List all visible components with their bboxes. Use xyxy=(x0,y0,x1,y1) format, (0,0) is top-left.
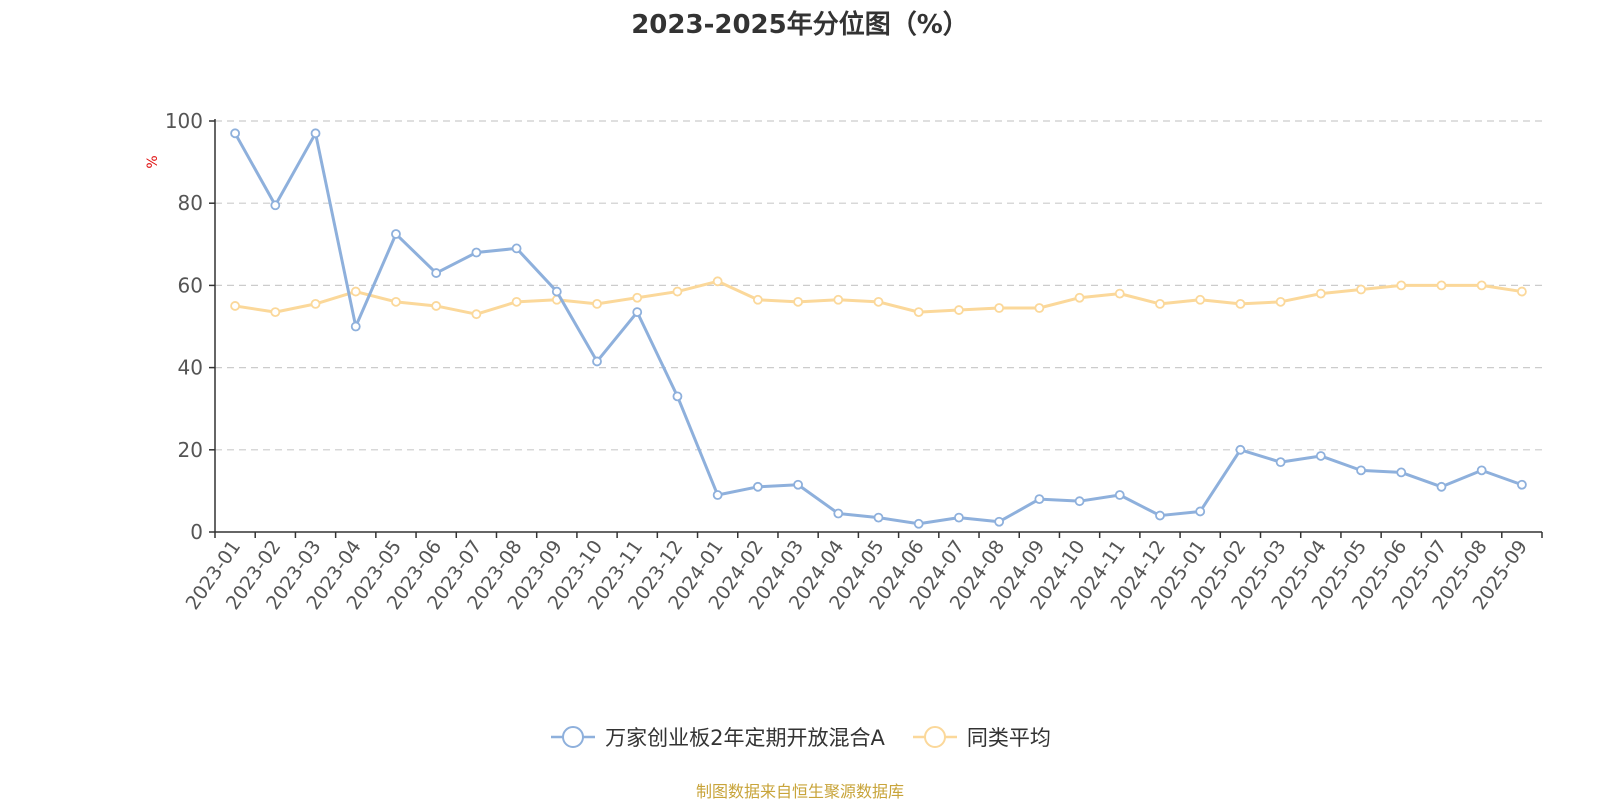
data-point-peer-average-2025-01[interactable] xyxy=(1195,294,1206,305)
data-point-fund-2024-02[interactable] xyxy=(752,481,763,492)
data-point-fund-2023-07[interactable] xyxy=(471,247,482,258)
legend-label-fund: 万家创业板2年定期开放混合A xyxy=(605,726,885,750)
data-point-fund-2024-03[interactable] xyxy=(793,479,803,490)
legend-label-peer-average: 同类平均 xyxy=(966,726,1051,750)
data-point-fund-2025-01[interactable] xyxy=(1195,506,1206,517)
data-point-peer-average-2025-07[interactable] xyxy=(1436,280,1447,291)
data-point-fund-2023-02[interactable] xyxy=(270,200,281,211)
data-point-peer-average-2023-01[interactable] xyxy=(230,301,241,311)
data-point-peer-average-2023-06[interactable] xyxy=(431,301,442,311)
data-point-peer-average-2023-02[interactable] xyxy=(270,307,281,318)
data-point-fund-2024-08[interactable] xyxy=(994,516,1005,527)
data-point-peer-average-2024-03[interactable] xyxy=(793,296,803,307)
data-point-fund-2024-07[interactable] xyxy=(954,512,964,523)
axis-layer: 0204060801002023-012023-022023-032023-04… xyxy=(165,109,1543,614)
data-point-fund-2024-10[interactable] xyxy=(1074,496,1085,507)
data-point-peer-average-2024-06[interactable] xyxy=(913,307,924,318)
legend-marker-fund-icon xyxy=(551,726,596,748)
y-tick-label-100: 100 xyxy=(165,109,203,133)
data-point-fund-2025-08[interactable] xyxy=(1476,465,1487,476)
source-note: 制图数据来自恒生聚源数据库 xyxy=(695,782,904,801)
data-point-fund-2025-05[interactable] xyxy=(1356,465,1366,476)
data-point-fund-2024-04[interactable] xyxy=(833,508,844,519)
data-point-peer-average-2025-03[interactable] xyxy=(1275,296,1286,307)
y-axis-unit-label: % xyxy=(145,155,161,168)
data-point-fund-2023-12[interactable] xyxy=(672,391,683,402)
data-point-fund-2024-12[interactable] xyxy=(1155,510,1165,521)
data-point-peer-average-2025-02[interactable] xyxy=(1235,298,1246,309)
data-point-fund-2025-07[interactable] xyxy=(1436,481,1447,492)
data-point-fund-2024-06[interactable] xyxy=(913,518,924,529)
data-point-peer-average-2025-04[interactable] xyxy=(1315,288,1326,299)
data-point-peer-average-2024-10[interactable] xyxy=(1074,292,1085,303)
data-point-peer-average-2024-07[interactable] xyxy=(954,305,964,315)
data-point-peer-average-2023-07[interactable] xyxy=(471,309,482,320)
legend-item-fund[interactable]: 万家创业板2年定期开放混合A xyxy=(549,722,885,752)
data-point-fund-2024-01[interactable] xyxy=(712,490,723,500)
data-point-peer-average-2023-08[interactable] xyxy=(511,296,522,307)
legend: 万家创业板2年定期开放混合A 同类平均 xyxy=(0,720,1600,754)
data-point-peer-average-2023-10[interactable] xyxy=(592,298,602,309)
grid-layer xyxy=(215,120,1542,451)
data-point-fund-2023-10[interactable] xyxy=(592,356,602,367)
data-point-fund-2023-06[interactable] xyxy=(431,268,442,278)
data-point-fund-2024-05[interactable] xyxy=(873,512,884,523)
data-point-peer-average-2024-12[interactable] xyxy=(1155,298,1165,309)
y-tick-label-40: 40 xyxy=(178,356,203,380)
series-line-fund xyxy=(233,131,1523,526)
data-point-fund-2023-11[interactable] xyxy=(632,307,643,318)
data-point-peer-average-2023-05[interactable] xyxy=(391,296,401,307)
data-point-peer-average-2024-04[interactable] xyxy=(833,294,844,305)
data-point-peer-average-2025-08[interactable] xyxy=(1476,280,1487,291)
data-point-peer-average-2023-03[interactable] xyxy=(310,298,321,309)
data-point-peer-average-2023-12[interactable] xyxy=(672,286,683,297)
legend-item-peer-average[interactable]: 同类平均 xyxy=(911,722,1051,752)
data-point-fund-2023-03[interactable] xyxy=(310,128,321,139)
data-point-fund-2025-04[interactable] xyxy=(1315,451,1326,461)
data-point-fund-2023-08[interactable] xyxy=(511,243,522,254)
data-point-fund-2025-02[interactable] xyxy=(1235,444,1246,455)
data-point-fund-2023-05[interactable] xyxy=(391,229,401,239)
y-tick-label-0: 0 xyxy=(190,520,203,544)
legend-marker-peer-average-icon xyxy=(912,726,957,748)
data-point-fund-2023-04[interactable] xyxy=(350,321,361,332)
data-point-peer-average-2024-05[interactable] xyxy=(873,296,884,307)
chart-title: 2023-2025年分位图（%） xyxy=(631,10,969,40)
data-point-peer-average-2025-05[interactable] xyxy=(1356,284,1366,295)
y-tick-label-80: 80 xyxy=(178,191,203,215)
data-point-fund-2024-09[interactable] xyxy=(1034,494,1045,505)
series-layer xyxy=(230,128,1527,529)
data-point-peer-average-2023-11[interactable] xyxy=(632,292,643,303)
data-point-fund-2023-09[interactable] xyxy=(551,286,562,297)
data-point-peer-average-2023-04[interactable] xyxy=(350,286,361,297)
y-tick-label-60: 60 xyxy=(178,273,203,297)
data-point-peer-average-2025-06[interactable] xyxy=(1396,280,1407,291)
data-point-fund-2025-06[interactable] xyxy=(1396,467,1407,478)
data-point-fund-2025-09[interactable] xyxy=(1516,479,1527,490)
data-point-peer-average-2025-09[interactable] xyxy=(1516,286,1527,297)
data-point-peer-average-2024-01[interactable] xyxy=(712,276,723,287)
data-point-peer-average-2024-11[interactable] xyxy=(1114,288,1125,299)
data-point-fund-2024-11[interactable] xyxy=(1114,490,1125,500)
data-point-peer-average-2024-09[interactable] xyxy=(1034,303,1045,313)
data-point-fund-2025-03[interactable] xyxy=(1275,457,1286,468)
data-point-peer-average-2024-08[interactable] xyxy=(994,303,1005,313)
data-point-fund-2023-01[interactable] xyxy=(230,128,241,139)
data-point-peer-average-2024-02[interactable] xyxy=(752,294,763,305)
y-tick-label-20: 20 xyxy=(178,438,203,462)
